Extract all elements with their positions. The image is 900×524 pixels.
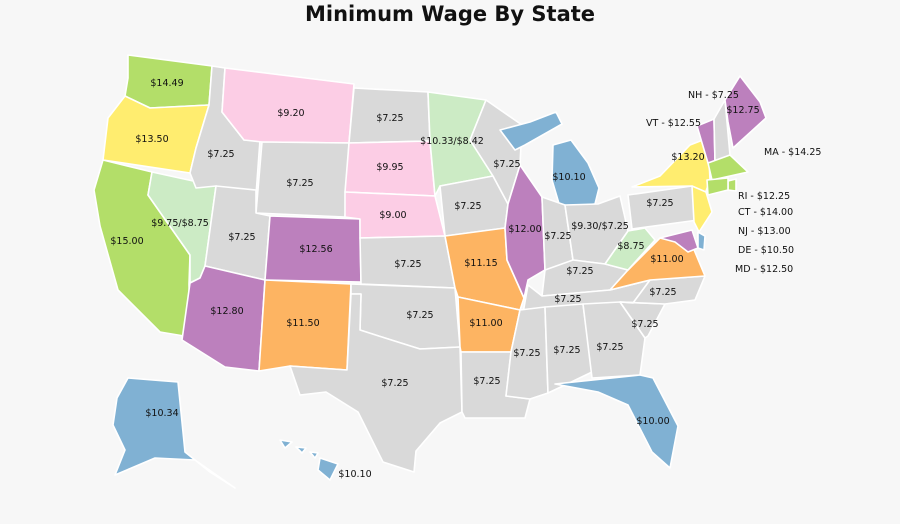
wage-label-tx: $7.25 bbox=[381, 378, 408, 389]
wage-label-ny: $13.20 bbox=[671, 152, 704, 163]
state-il bbox=[504, 164, 546, 299]
state-ga bbox=[582, 301, 646, 379]
wage-label-va: $11.00 bbox=[650, 254, 683, 265]
wage-label-wy: $7.25 bbox=[286, 178, 313, 189]
callout-label: MA - $14.25 bbox=[764, 147, 821, 158]
state-wv bbox=[604, 227, 656, 271]
wage-label-ca: $15.00 bbox=[110, 236, 143, 247]
map-title: Minimum Wage By State bbox=[304, 2, 596, 26]
wage-labels-layer: $14.49 $13.50 $15.00 $9.75/$8.75 $7.25 $9.20 $… bbox=[110, 78, 821, 480]
wage-label-il: $12.00 bbox=[508, 224, 541, 235]
wage-label-oh: $9.30/$7.25 bbox=[571, 221, 629, 232]
wage-label-ok: $7.25 bbox=[406, 310, 433, 321]
wage-label-hi: $10.10 bbox=[338, 469, 371, 480]
wage-label-sd: $9.95 bbox=[376, 162, 403, 173]
callout-label: NJ - $13.00 bbox=[738, 226, 791, 237]
wage-label-mt: $9.20 bbox=[277, 108, 304, 119]
callout-label: DE - $10.50 bbox=[738, 245, 794, 256]
state-mi bbox=[499, 111, 600, 208]
wage-label-la: $7.25 bbox=[473, 376, 500, 387]
wage-label-mo: $11.15 bbox=[464, 258, 497, 269]
callout-label: VT - $12.55 bbox=[646, 118, 701, 129]
callout-label: MD - $12.50 bbox=[735, 264, 793, 275]
wage-label-id: $7.25 bbox=[207, 149, 234, 160]
wage-label-wa: $14.49 bbox=[150, 78, 183, 89]
state-ny bbox=[631, 137, 711, 195]
wage-label-fl: $10.00 bbox=[636, 416, 669, 427]
wage-label-ms: $7.25 bbox=[513, 348, 540, 359]
state-mt bbox=[221, 67, 355, 144]
wage-label-ga: $7.25 bbox=[596, 342, 623, 353]
wage-label-me: $12.75 bbox=[726, 105, 759, 116]
wage-label-tn: $7.25 bbox=[554, 294, 581, 305]
wage-label-nm: $11.50 bbox=[286, 318, 319, 329]
callout-label: RI - $12.25 bbox=[738, 191, 790, 202]
state-ma bbox=[707, 154, 749, 181]
state-ct bbox=[706, 177, 729, 196]
state-nj bbox=[691, 185, 713, 233]
wage-label-mn: $10.33/$8.42 bbox=[420, 136, 484, 147]
state-az bbox=[181, 265, 266, 372]
wage-label-ky: $7.25 bbox=[566, 266, 593, 277]
wage-label-ut: $7.25 bbox=[228, 232, 255, 243]
wage-label-ks: $7.25 bbox=[394, 259, 421, 270]
states-layer bbox=[93, 54, 767, 489]
state-md bbox=[659, 229, 699, 253]
wage-label-wv: $8.75 bbox=[617, 241, 644, 252]
wage-label-ar: $11.00 bbox=[469, 318, 502, 329]
callout-label: NH - $7.25 bbox=[688, 90, 739, 101]
wage-label-al: $7.25 bbox=[553, 345, 580, 356]
state-fl bbox=[554, 374, 679, 469]
wage-label-sc: $7.25 bbox=[631, 319, 658, 330]
wage-label-wi: $7.25 bbox=[493, 159, 520, 170]
wage-label-ak: $10.34 bbox=[145, 408, 178, 419]
wage-label-or: $13.50 bbox=[135, 134, 168, 145]
state-ri bbox=[727, 178, 737, 192]
callout-label: CT - $14.00 bbox=[738, 207, 793, 218]
wage-label-co: $12.56 bbox=[299, 244, 332, 255]
wage-label-in: $7.25 bbox=[544, 231, 571, 242]
state-al bbox=[544, 303, 593, 394]
wage-label-ia: $7.25 bbox=[454, 201, 481, 212]
state-hi bbox=[279, 439, 339, 481]
wage-label-nv: $9.75/$8.75 bbox=[151, 218, 209, 229]
wage-label-nd: $7.25 bbox=[376, 113, 403, 124]
wage-label-nc: $7.25 bbox=[649, 287, 676, 298]
state-ak bbox=[112, 377, 236, 489]
state-de bbox=[697, 231, 706, 251]
wage-label-az: $12.80 bbox=[210, 306, 243, 317]
wage-label-pa: $7.25 bbox=[646, 198, 673, 209]
wage-label-ne: $9.00 bbox=[379, 210, 406, 221]
wage-label-mi: $10.10 bbox=[552, 172, 585, 183]
state-me bbox=[724, 75, 767, 149]
